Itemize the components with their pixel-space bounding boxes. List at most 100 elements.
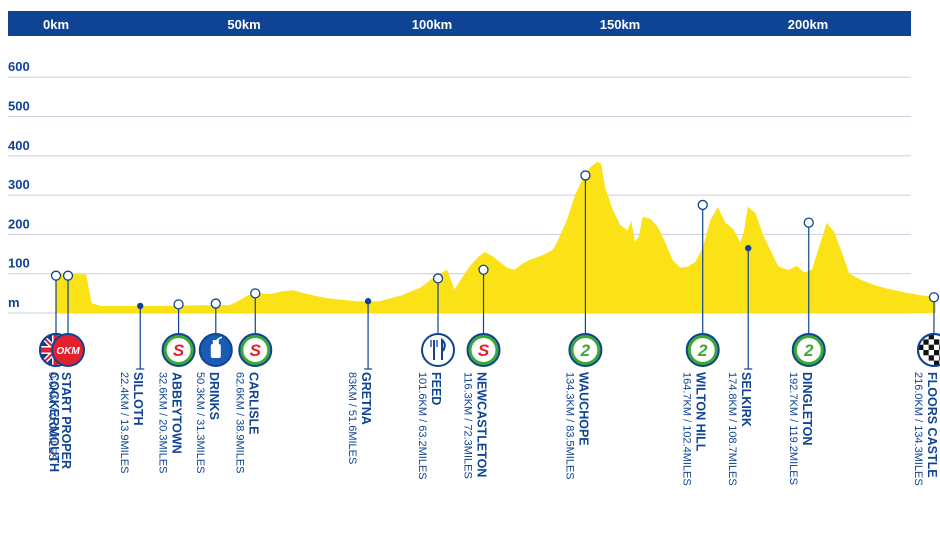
finish-flag-icon xyxy=(916,333,940,367)
y-axis-ticks: 600 500 400 300 200 100 m xyxy=(8,59,30,310)
y-tick-label: 200 xyxy=(8,216,30,231)
climb-icon: 2 xyxy=(791,333,826,367)
waypoint-distance: 174.8KM / 108.7MILES xyxy=(726,372,738,486)
sprint-icon: S xyxy=(466,333,501,367)
waypoint-marker xyxy=(250,288,261,299)
waypoint-marker xyxy=(210,298,221,309)
waypoint-marker xyxy=(580,170,591,181)
waypoint-name: NEWCASTLETON xyxy=(475,372,489,477)
waypoint-distance: 22.4KM / 13.9MILES xyxy=(118,372,130,474)
waypoint-marker xyxy=(173,299,184,310)
waypoint-marker xyxy=(803,217,814,228)
waypoint-distance: 192.7KM / 119.2MILES xyxy=(787,372,799,485)
y-tick-label: 300 xyxy=(8,177,30,192)
sprint-badge-label: S xyxy=(173,341,185,360)
x-tick-label: 50km xyxy=(227,17,260,32)
climb-badge-label: 2 xyxy=(803,341,814,360)
climb-icon: 2 xyxy=(568,333,603,367)
waypoint-name: GRETNA xyxy=(359,372,373,425)
waypoint-marker xyxy=(50,270,62,281)
sprint-badge-label: S xyxy=(250,341,262,360)
waypoint-label: COCKERMOUTH xyxy=(47,372,61,472)
waypoint-name: WILTON HILL xyxy=(694,372,708,452)
elevation-area xyxy=(56,161,936,313)
waypoint-name: SILLOTH xyxy=(131,372,145,425)
waypoint-distance: 116.3KM / 72.3MILES xyxy=(462,372,474,479)
waypoint-marker xyxy=(432,273,444,284)
waypoint-marker xyxy=(478,264,489,275)
waypoint-name: START PROPER xyxy=(59,372,73,469)
waypoint-marker xyxy=(697,199,708,211)
sprint-badge-label: S xyxy=(478,341,490,360)
y-tick-label: 100 xyxy=(8,256,30,271)
waypoint-name: SELKIRK xyxy=(739,372,753,427)
y-tick-label: 400 xyxy=(8,138,30,153)
waypoint-name: FLOORS CASTLE xyxy=(925,372,939,478)
feed-icon xyxy=(421,333,456,367)
climb-badge-label: 2 xyxy=(697,341,708,360)
x-tick-label: 150km xyxy=(600,17,640,32)
sprint-icon: S xyxy=(161,333,196,367)
waypoint-name: DRINKS xyxy=(207,372,221,420)
waypoint-name: ABBEYTOWN xyxy=(170,372,184,454)
y-tick-label: 500 xyxy=(8,99,30,114)
waypoint-name: DINGLETON xyxy=(800,372,814,445)
y-tick-label: 600 xyxy=(8,59,30,74)
start-badge-label: OKM xyxy=(56,346,80,357)
waypoint-distance: 134.3KM / 83.5MILES xyxy=(563,372,575,480)
waypoint-distance: 216.0KM / 134.3MILES xyxy=(912,372,924,486)
waypoint-dot xyxy=(364,298,372,305)
waypoint-distance: 83KM / 51.6MILES xyxy=(346,372,358,464)
waypoint-name: WAUCHOPE xyxy=(576,372,590,446)
waypoint-distance: 62.6KM / 38.9MILES xyxy=(233,372,245,474)
climb-badge-label: 2 xyxy=(580,341,591,360)
waypoint-marker xyxy=(928,292,940,303)
x-tick-label: 200km xyxy=(788,17,828,32)
waypoint-distance: 101.6KM / 63.2MILES xyxy=(416,372,428,480)
y-tick-label: m xyxy=(8,295,20,310)
waypoint-distance: 32.6KM / 20.3MILES xyxy=(157,372,169,474)
x-tick-label: 0km xyxy=(43,17,69,32)
sprint-icon: S xyxy=(238,333,273,367)
waypoint-name: COCKERMOUTH xyxy=(47,372,61,472)
waypoint-name: CARLISLE xyxy=(246,372,260,435)
waypoint-marker xyxy=(62,270,74,281)
waypoint-name: FEED xyxy=(429,372,443,405)
x-tick-label: 100km xyxy=(412,17,452,32)
climb-icon: 2 xyxy=(685,333,720,367)
waypoint-distance: 164.7KM / 102.4MILES xyxy=(681,372,693,486)
start-okm-icon: OKM xyxy=(51,333,86,367)
waypoint-dot xyxy=(745,244,752,252)
waypoint-distance: 50.3KM / 31.3MILES xyxy=(194,372,206,474)
distance-header-bar xyxy=(8,11,911,36)
x-axis-ticks: 0km 50km 100km 150km 200km xyxy=(43,17,828,32)
